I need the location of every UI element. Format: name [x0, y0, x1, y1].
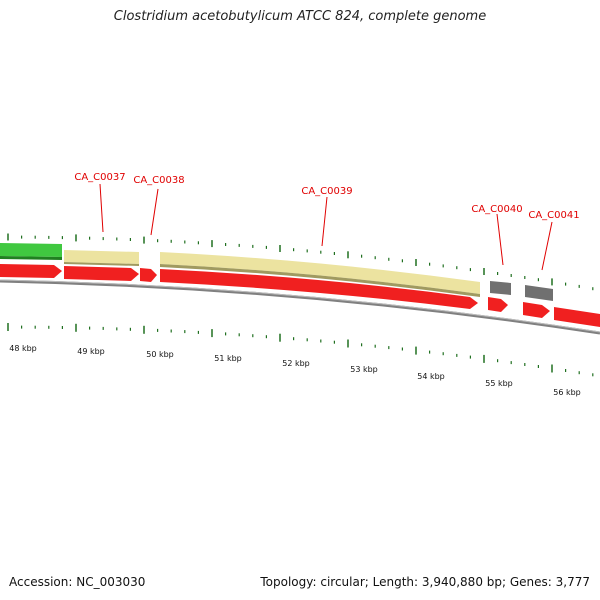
feature-label-ca-c0040[interactable]: CA_C0040 [471, 204, 522, 215]
gene-block-pale-1[interactable] [64, 250, 139, 264]
gene-track [0, 243, 553, 301]
map-title: Clostridium acetobutylicum ATCC 824, com… [113, 9, 487, 24]
accession-label: Accession: NC_003030 [9, 575, 146, 589]
gene-block-pale-1-shadow [64, 262, 139, 266]
cds-arrow-7[interactable] [554, 307, 600, 327]
genome-backbone [0, 279, 600, 335]
cds-arrow-2[interactable] [64, 266, 139, 281]
tick-label-55: 55 kbp [485, 379, 513, 388]
tick-label-49: 49 kbp [77, 347, 105, 356]
cds-arrow-3[interactable] [140, 268, 157, 282]
tick-label-50: 50 kbp [146, 350, 174, 359]
tick-label-54: 54 kbp [417, 372, 445, 381]
scale-dots [7, 323, 594, 377]
gc-content-track [7, 233, 594, 291]
feature-leader-5 [541, 221, 553, 271]
feature-labels: CA_C0037 CA_C0038 CA_C0039 CA_C0040 CA_C… [74, 172, 580, 271]
feature-label-ca-c0037[interactable]: CA_C0037 [74, 172, 125, 183]
genome-backbone-highlight [0, 279, 600, 333]
cds-arrow-4[interactable] [160, 269, 478, 309]
feature-leader-1 [99, 183, 104, 233]
feature-label-ca-c0039[interactable]: CA_C0039 [301, 186, 352, 197]
tick-label-48: 48 kbp [9, 344, 37, 353]
feature-leader-2 [150, 188, 159, 236]
gene-block-pale-2[interactable] [160, 252, 480, 294]
feature-leader-3 [321, 196, 328, 247]
cds-track [0, 264, 600, 327]
tick-label-52: 52 kbp [282, 359, 310, 368]
gene-block-pale-2-shadow [160, 264, 480, 297]
genome-summary: Topology: circular; Length: 3,940,880 bp… [260, 575, 590, 589]
gene-block-green[interactable] [0, 243, 62, 257]
cds-arrow-5[interactable] [488, 297, 508, 312]
gene-block-gray-1[interactable] [490, 281, 511, 295]
feature-label-ca-c0038[interactable]: CA_C0038 [133, 175, 184, 186]
tick-label-53: 53 kbp [350, 365, 378, 374]
cds-arrow-6[interactable] [523, 302, 550, 318]
gene-block-green-shadow [0, 256, 62, 260]
gene-block-gray-2[interactable] [525, 285, 553, 301]
feature-label-ca-c0041[interactable]: CA_C0041 [528, 210, 579, 221]
tick-label-56: 56 kbp [553, 388, 581, 397]
scale-labels: 48 kbp 49 kbp 50 kbp 51 kbp 52 kbp 53 kb… [9, 344, 581, 397]
feature-leader-4 [496, 213, 504, 266]
tick-label-51: 51 kbp [214, 354, 242, 363]
cds-arrow-1[interactable] [0, 264, 62, 278]
